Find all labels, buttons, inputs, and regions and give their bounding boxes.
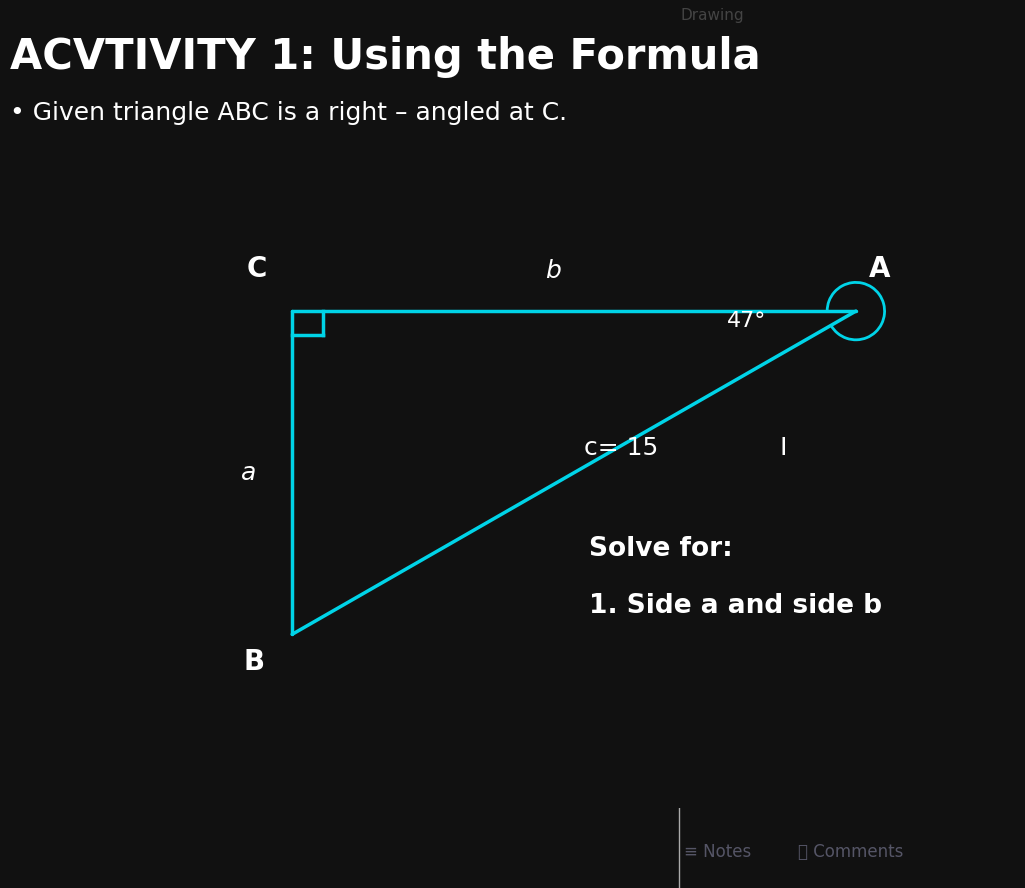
Text: 💬 Comments: 💬 Comments bbox=[798, 843, 903, 861]
Text: C: C bbox=[246, 255, 266, 283]
Text: • Given triangle ABC is a right – angled at C.: • Given triangle ABC is a right – angled… bbox=[10, 101, 568, 125]
Text: 1. Side a and side b: 1. Side a and side b bbox=[589, 593, 883, 619]
Text: ACVTIVITY 1: Using the Formula: ACVTIVITY 1: Using the Formula bbox=[10, 36, 761, 78]
Text: c= 15: c= 15 bbox=[584, 437, 658, 461]
Text: 47°: 47° bbox=[728, 312, 767, 331]
Text: b: b bbox=[545, 258, 562, 283]
Text: A: A bbox=[869, 255, 891, 283]
Text: B: B bbox=[243, 648, 264, 676]
Text: a: a bbox=[241, 461, 256, 485]
Text: ≡ Notes: ≡ Notes bbox=[684, 843, 751, 861]
Text: Drawing: Drawing bbox=[681, 8, 744, 23]
Text: I: I bbox=[779, 437, 786, 461]
Text: Solve for:: Solve for: bbox=[589, 536, 733, 562]
